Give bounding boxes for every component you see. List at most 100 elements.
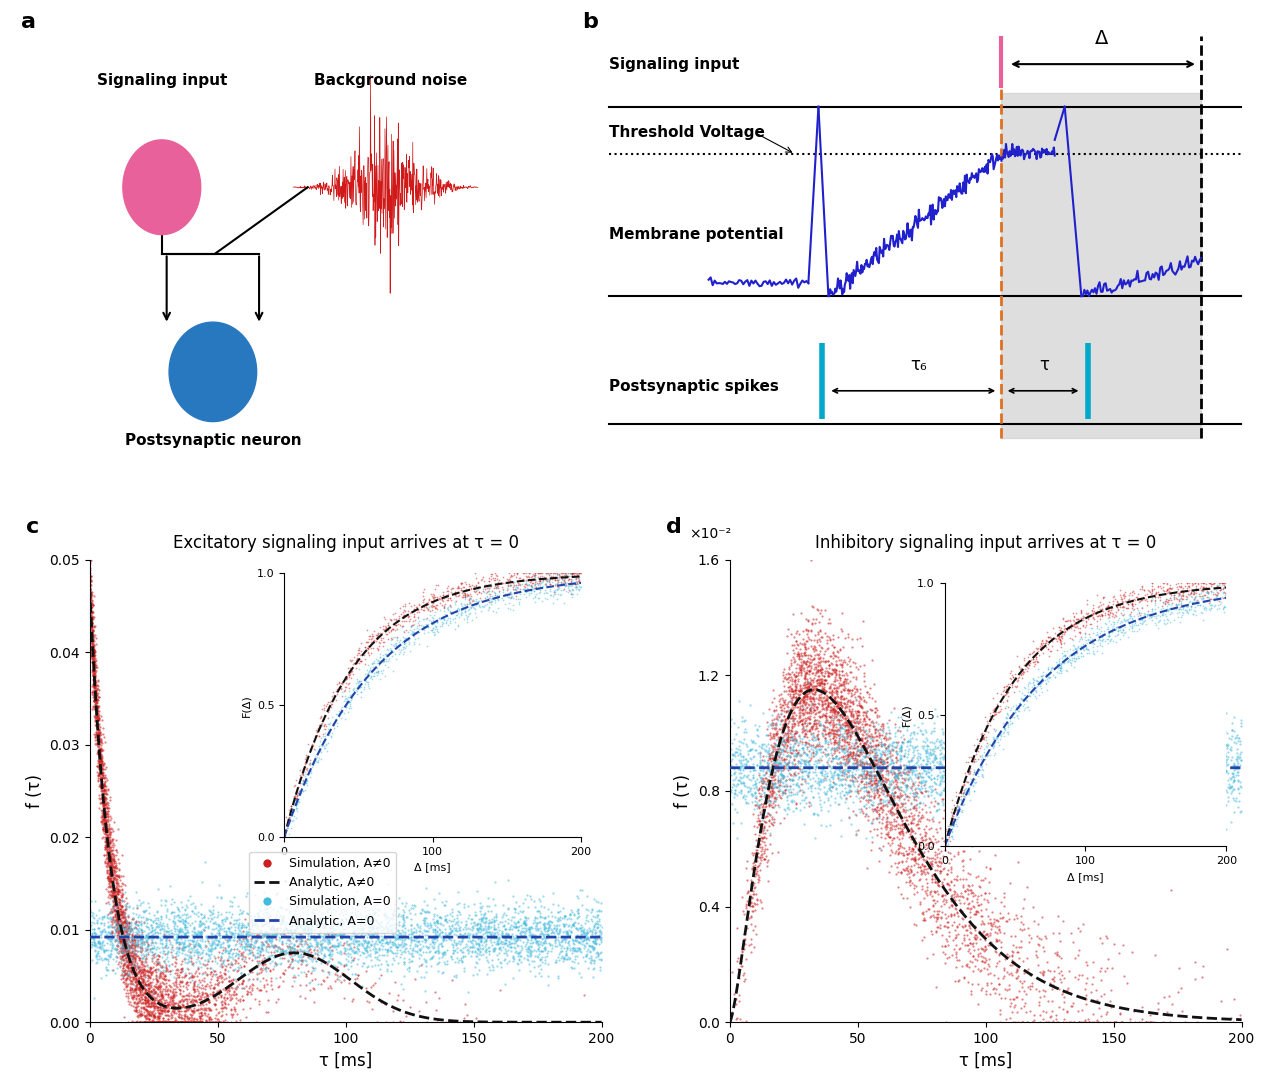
Point <box>91 915 111 932</box>
Point <box>479 915 499 932</box>
Point <box>219 920 239 937</box>
Point <box>142 1004 163 1021</box>
Point <box>110 930 131 947</box>
Point <box>146 969 166 987</box>
Point <box>142 1014 163 1031</box>
Point <box>187 959 207 976</box>
Point <box>872 714 892 732</box>
Point <box>92 802 113 819</box>
Point <box>851 773 872 790</box>
Point <box>997 742 1018 760</box>
Point <box>198 1014 219 1031</box>
Point <box>273 923 293 940</box>
Point <box>580 937 600 954</box>
Point <box>940 790 960 807</box>
Point <box>794 677 814 694</box>
Point <box>255 916 275 933</box>
Point <box>914 737 934 754</box>
Point <box>471 931 492 948</box>
Point <box>97 810 118 827</box>
Point <box>369 942 389 959</box>
Point <box>160 982 180 1000</box>
Point <box>219 944 239 961</box>
Point <box>353 945 374 962</box>
Point <box>513 914 534 931</box>
Point <box>1091 719 1111 736</box>
Point <box>201 1010 221 1028</box>
Point <box>320 935 340 952</box>
Point <box>138 937 159 954</box>
Point <box>1224 761 1244 778</box>
Point <box>298 924 319 942</box>
Point <box>525 959 545 976</box>
Point <box>795 717 815 734</box>
Point <box>355 931 375 948</box>
Point <box>535 920 556 937</box>
Point <box>1042 760 1062 777</box>
Point <box>799 738 819 755</box>
Point <box>741 845 762 862</box>
Point <box>159 928 179 945</box>
Point <box>767 778 787 795</box>
Point <box>1100 1014 1120 1031</box>
Point <box>204 986 224 1003</box>
Point <box>861 796 882 813</box>
Point <box>292 932 312 949</box>
Point <box>777 781 797 798</box>
Point <box>849 776 869 793</box>
Point <box>101 887 122 904</box>
Point <box>1075 980 1096 997</box>
Point <box>257 934 278 951</box>
Point <box>84 677 105 694</box>
Point <box>585 908 605 925</box>
Point <box>774 742 795 760</box>
Point <box>968 946 988 963</box>
Point <box>113 886 133 903</box>
Point <box>97 850 118 867</box>
Point <box>1148 712 1169 730</box>
Point <box>178 950 198 967</box>
Point <box>808 714 828 732</box>
Point <box>467 920 488 937</box>
Point <box>1115 784 1135 802</box>
Point <box>895 770 915 788</box>
Point <box>1037 761 1057 778</box>
Point <box>116 918 137 935</box>
Point <box>535 951 556 968</box>
Point <box>82 653 102 670</box>
Point <box>448 953 468 971</box>
Point <box>796 728 817 746</box>
Point <box>237 937 257 954</box>
Point <box>109 922 129 939</box>
Point <box>215 923 236 940</box>
Point <box>134 991 155 1008</box>
Point <box>111 919 132 936</box>
Point <box>1055 767 1075 784</box>
Point <box>97 852 118 869</box>
Point <box>863 754 883 771</box>
Point <box>576 931 596 948</box>
Point <box>794 798 814 816</box>
Point <box>588 945 608 962</box>
Point <box>1037 953 1057 971</box>
Point <box>1083 774 1103 791</box>
Point <box>1001 752 1021 769</box>
Point <box>786 667 806 684</box>
Point <box>1000 764 1020 781</box>
Point <box>422 947 443 964</box>
Point <box>1222 748 1243 765</box>
Point <box>81 596 101 613</box>
Point <box>252 929 273 946</box>
Point <box>340 916 361 933</box>
Point <box>785 724 805 741</box>
Point <box>251 909 271 926</box>
Point <box>1193 957 1213 974</box>
Point <box>133 967 154 985</box>
Point <box>829 652 850 669</box>
Point <box>335 939 356 957</box>
Point <box>106 890 127 907</box>
Point <box>177 1001 197 1018</box>
Point <box>879 762 900 779</box>
Point <box>882 817 902 834</box>
Point <box>154 975 174 992</box>
